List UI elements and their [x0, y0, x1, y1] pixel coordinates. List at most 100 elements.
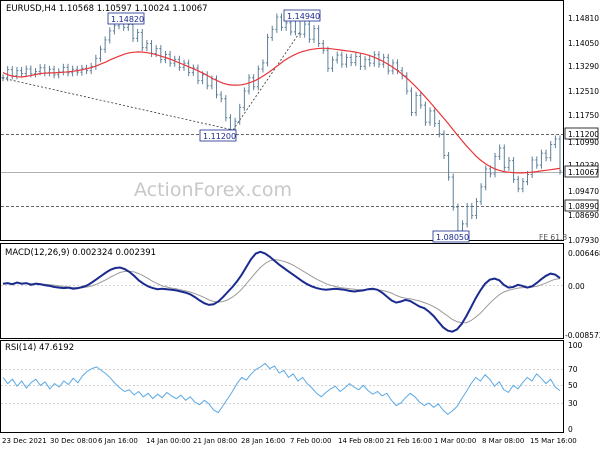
price-bar: [196, 64, 200, 85]
price-bar: [414, 91, 418, 117]
price-bar: [103, 36, 107, 53]
price-bar: [66, 63, 70, 77]
price-bar: [89, 62, 93, 75]
y-tick: 1.14050: [568, 39, 599, 48]
y-tick: 1.14810: [568, 14, 599, 23]
price-bar: [488, 165, 492, 178]
x-tick: 30 Dec 08:00: [50, 437, 97, 445]
price-bar: [549, 140, 553, 162]
tag-box: [564, 165, 599, 178]
price-bar: [98, 45, 102, 62]
price-bar: [247, 74, 251, 95]
price-bar: [24, 65, 28, 78]
price-bar: [280, 13, 283, 31]
price-bar: [502, 144, 506, 171]
x-tick: 7 Feb 00:00: [290, 437, 331, 445]
x-tick: 21 Jan 08:00: [193, 437, 237, 445]
rsi-line: [2, 362, 561, 416]
price-bar: [544, 149, 548, 162]
label-box: [199, 129, 237, 142]
price-bar: [224, 95, 228, 122]
price-bar: [423, 101, 427, 126]
y-tick: 100: [568, 341, 583, 350]
price-bar: [1, 74, 5, 82]
price-labels: 1.14820 1.14940 1.11200 1.08050 FE 61.8: [107, 9, 567, 243]
price-bar: [326, 46, 330, 72]
price-bar: [215, 75, 219, 99]
macd-header: MACD(12,26,9) 0.002324 0.002391: [5, 248, 156, 258]
y-tick: -0.008573: [565, 331, 600, 340]
price-bar: [363, 56, 367, 70]
price-bar: [372, 51, 376, 67]
price-bar: [526, 170, 530, 186]
label-box: [432, 230, 470, 243]
price-bar: [145, 39, 149, 52]
price-bar: [437, 119, 441, 138]
y-tick: 30: [568, 399, 578, 408]
price-bar: [159, 45, 163, 64]
price-y-axis: 1.14810 1.14050 1.13290 1.12510 1.11750 …: [568, 14, 599, 245]
price-bar: [20, 67, 24, 78]
y-tick: 1.10230: [568, 161, 599, 170]
price-bar: [498, 144, 502, 160]
price-bar: [303, 20, 307, 38]
y-tick: 50: [568, 381, 578, 390]
x-tick: 15 Mar 16:00: [530, 437, 577, 445]
label-box: [283, 9, 321, 22]
price-bar: [33, 68, 37, 78]
price-bar: [321, 39, 325, 54]
price-bar: [349, 53, 353, 67]
price-bar: [238, 103, 242, 125]
y-tick: 70: [568, 365, 578, 374]
price-bar: [266, 33, 270, 67]
price-bar: [331, 56, 335, 72]
x-axis: 23 Dec 2021 30 Dec 08:00 6 Jan 16:00 14 …: [2, 437, 577, 445]
price-bar: [419, 91, 423, 109]
price-bar: [275, 13, 279, 33]
x-tick: 1 Mar 00:00: [434, 437, 476, 445]
price-bar: [521, 178, 525, 193]
macd-y-axis: 0.006468 0.00 -0.008573: [565, 249, 600, 340]
price-bar: [535, 156, 539, 169]
label-14820: 1.14820: [111, 15, 144, 24]
y-tick: 0.00: [568, 282, 585, 291]
macd-panel: [0, 243, 564, 339]
price-panel: [0, 0, 564, 241]
y-tick: 1.11750: [568, 111, 599, 120]
price-bar: [108, 27, 112, 44]
price-bar: [553, 135, 557, 149]
price-bar: [242, 87, 246, 111]
price-bar: [368, 56, 372, 67]
label-08050: 1.08050: [436, 233, 469, 242]
price-bar: [512, 157, 516, 183]
y-tick: 1.12510: [568, 87, 599, 96]
price-bar: [335, 51, 339, 64]
price-bar: [465, 202, 469, 228]
price-bar: [493, 152, 497, 178]
label-14940: 1.14940: [287, 12, 320, 21]
price-bar: [6, 66, 10, 82]
price-bar: [256, 65, 260, 91]
y-tick: 1.07930: [568, 236, 599, 245]
y-tick: 1.13290: [568, 62, 599, 71]
price-bar: [219, 91, 223, 103]
x-tick: 8 Mar 08:00: [482, 437, 524, 445]
tag-08990: 1.08990: [568, 202, 599, 211]
price-bar: [479, 183, 483, 206]
price-bar: [289, 19, 293, 36]
tag-11200: 1.11200: [568, 130, 599, 139]
price-bar: [52, 65, 56, 79]
trendline-lower: [1, 77, 234, 131]
price-bar: [470, 202, 474, 220]
price-bar: [307, 20, 311, 43]
macd-line: [2, 250, 561, 333]
price-bar: [340, 51, 344, 68]
price-bar: [270, 25, 274, 41]
x-tick: 21 Feb 16:00: [386, 437, 432, 445]
macd-signal-line: [3, 259, 561, 324]
price-bar: [354, 52, 358, 67]
price-bar: [507, 157, 511, 171]
price-bar: [442, 130, 446, 160]
price-header: EURUSD,H4 1.10568 1.10597 1.10024 1.1006…: [6, 4, 208, 14]
